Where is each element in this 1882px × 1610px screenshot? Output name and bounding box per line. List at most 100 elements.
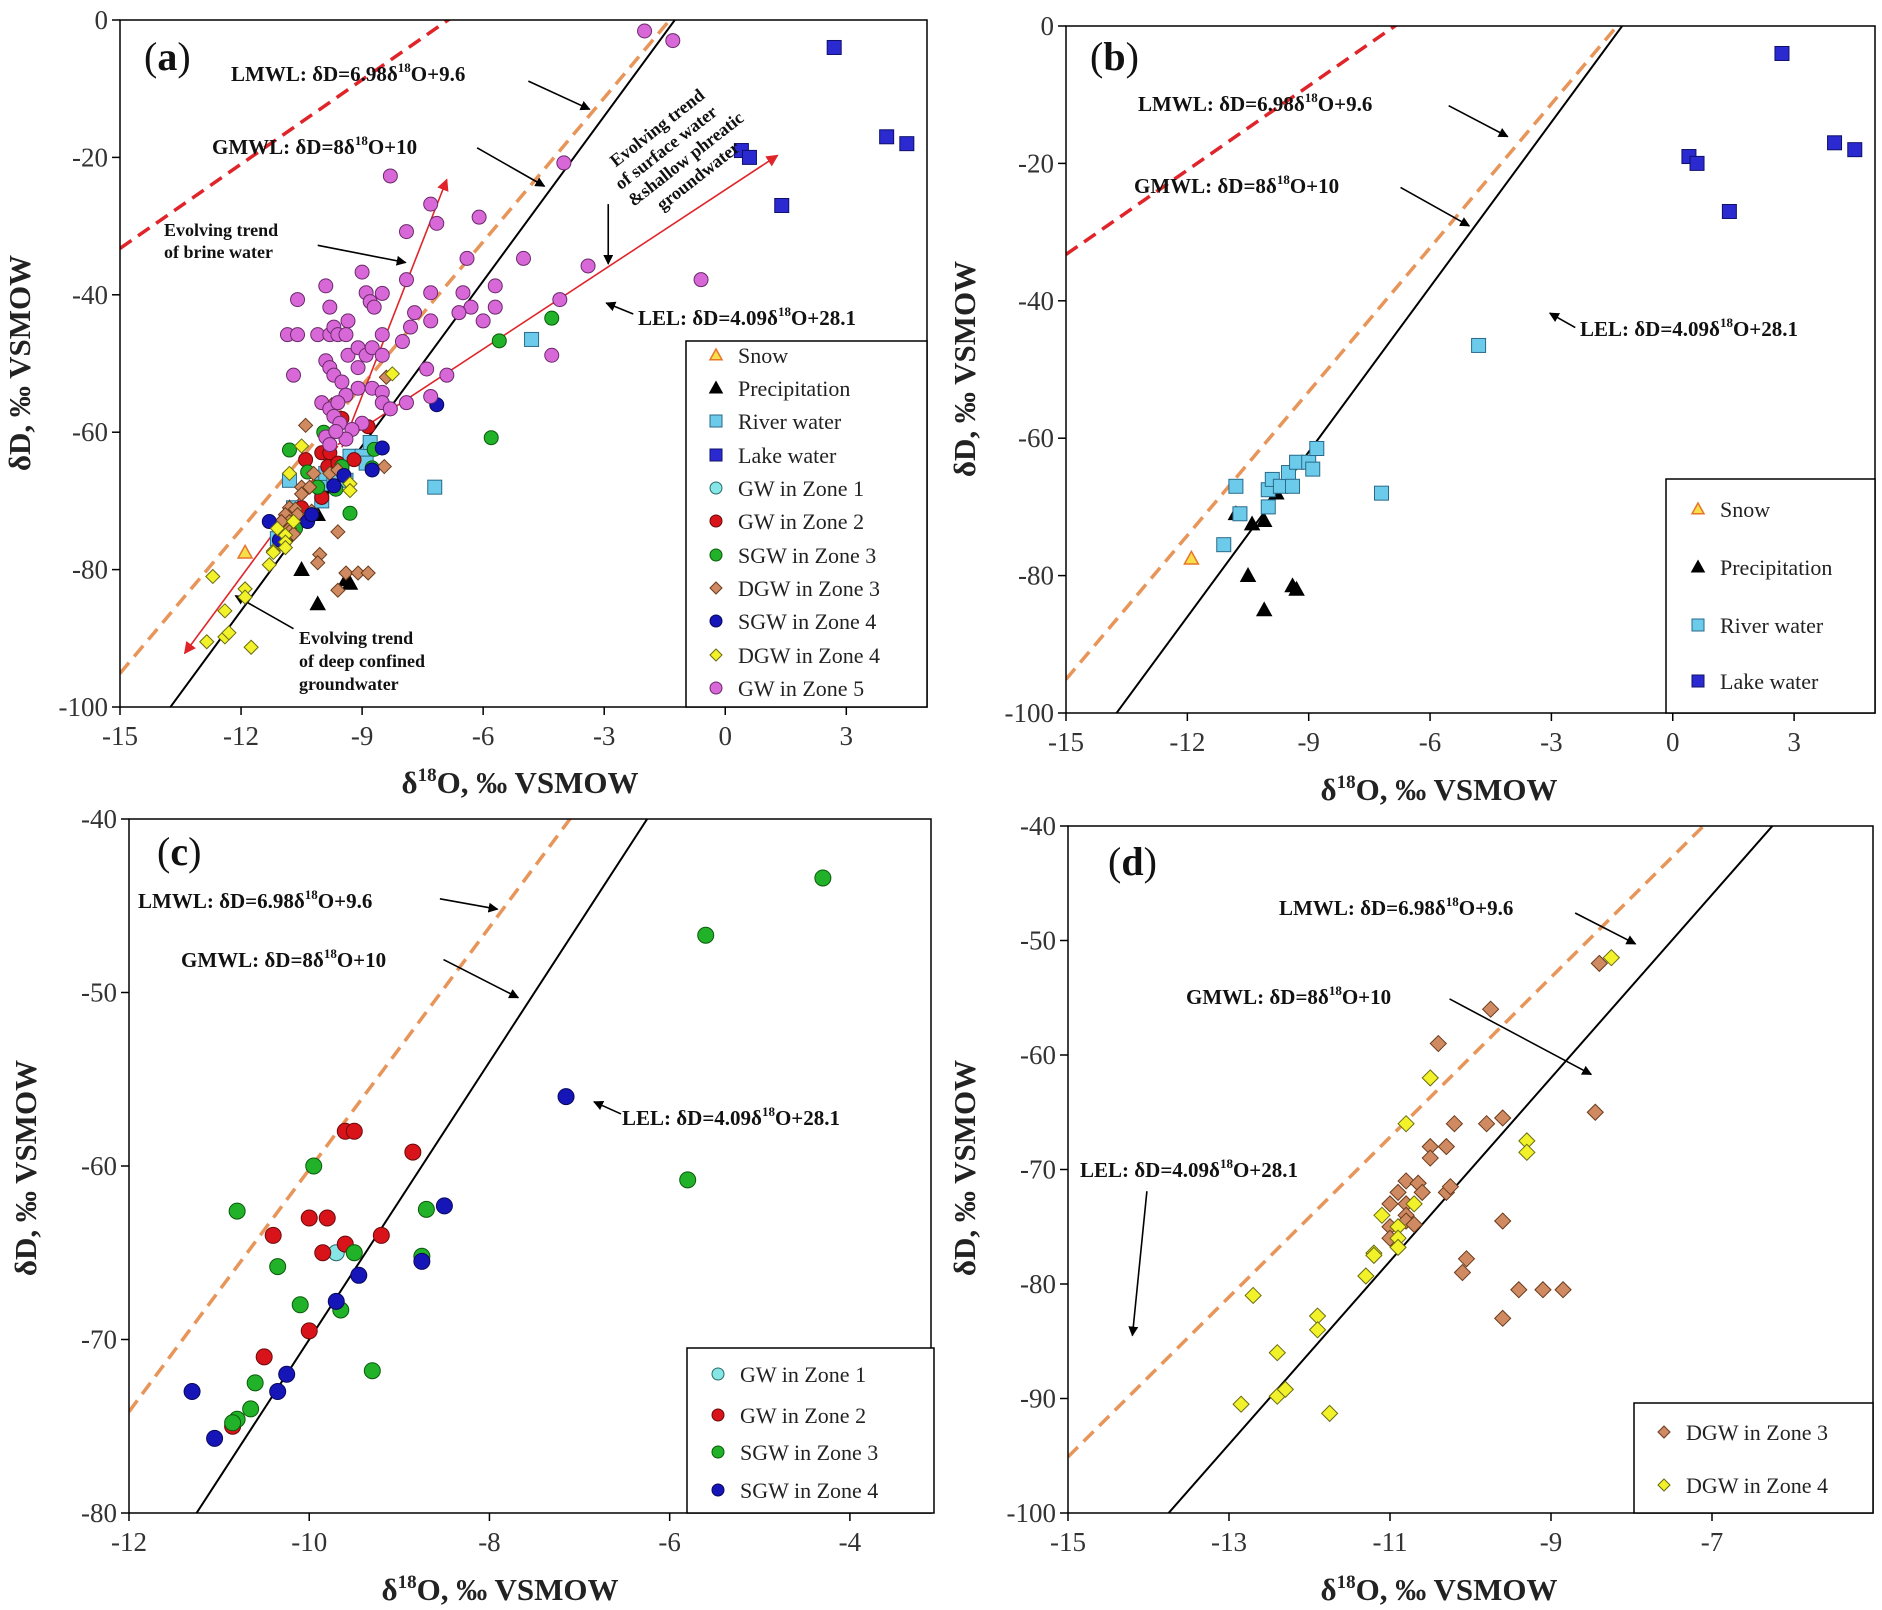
- x-tick-label: -15: [1048, 727, 1084, 757]
- data-point: [342, 505, 358, 521]
- data-point: [1481, 1000, 1500, 1018]
- data-point: [516, 250, 531, 266]
- data-point: [1397, 1172, 1415, 1190]
- data-point: [475, 313, 491, 329]
- data-point: [1590, 954, 1609, 973]
- panel-label: (c): [157, 829, 201, 874]
- legend-marker-gw-in-zone-2: [709, 514, 723, 528]
- data-point: [1437, 1137, 1456, 1156]
- lmwl-line: [1066, 26, 1620, 681]
- lel-label: LEL: δD=4.09δ18O+28.1: [638, 304, 856, 330]
- data-point: [429, 215, 445, 231]
- x-axis-title: δ18O, ‰ VSMOW: [382, 1572, 619, 1607]
- data-point: [384, 366, 401, 382]
- data-point: [291, 1296, 309, 1314]
- x-tick-label: -6: [658, 1527, 681, 1557]
- annotation-arrow: [1574, 912, 1637, 945]
- legend-marker-sgw-in-zone-4: [711, 1483, 725, 1497]
- y-tick-label: 0: [1041, 11, 1055, 41]
- data-point: [544, 310, 560, 326]
- data-point: [1228, 478, 1244, 494]
- data-point: [419, 361, 435, 377]
- y-tick-label: -100: [1005, 698, 1055, 728]
- y-tick-label: -40: [1018, 286, 1054, 316]
- data-point: [1441, 1177, 1460, 1196]
- legend-label: SGW in Zone 4: [738, 609, 876, 634]
- x-tick-label: -3: [1540, 727, 1563, 757]
- data-point: [281, 465, 298, 482]
- gmwl-label: GMWL: δD=8δ18O+10: [1186, 983, 1391, 1009]
- panel-a: -15 -12 -9 -6 -3 0 3 -100 -80 -60 -40 -20 0 Snow Preci…: [2, 5, 928, 800]
- data-point: [552, 292, 568, 308]
- data-point: [372, 1226, 390, 1244]
- legend-marker-snow: [1690, 501, 1706, 515]
- x-tick-label: -15: [102, 721, 138, 751]
- data-point: [327, 1292, 345, 1310]
- gmwl-label: GMWL: δD=8δ18O+10: [1134, 172, 1339, 198]
- data-point: [366, 299, 382, 315]
- data-point: [1389, 1183, 1407, 1202]
- annotation-arrow: [1400, 186, 1471, 227]
- legend-label: DGW in Zone 4: [1686, 1473, 1828, 1498]
- lake-water-series: [733, 39, 915, 213]
- data-point: [403, 319, 419, 335]
- data-point: [491, 333, 507, 349]
- legend-label: DGW in Zone 3: [738, 576, 880, 601]
- y-tick-label: -70: [1020, 1155, 1056, 1185]
- gw-in-zone-5-series: [279, 23, 709, 453]
- data-point: [1421, 1149, 1439, 1167]
- x-tick-label: -13: [1211, 1527, 1247, 1557]
- data-point: [413, 1252, 431, 1270]
- legend-marker-lake-water: [709, 448, 723, 462]
- data-point: [290, 327, 306, 343]
- data-point: [1320, 1404, 1339, 1423]
- y-tick-label: -100: [59, 692, 109, 722]
- data-point: [322, 437, 338, 453]
- data-point: [1374, 485, 1390, 501]
- data-point: [298, 452, 314, 468]
- data-point: [277, 539, 294, 556]
- annotation-arrow: [476, 147, 546, 187]
- data-point: [463, 299, 479, 315]
- data-point: [1405, 1215, 1423, 1234]
- data-point: [557, 1088, 575, 1106]
- data-point: [423, 285, 439, 301]
- legend-label: Precipitation: [738, 376, 850, 401]
- y-tick-label: -60: [1020, 1040, 1056, 1070]
- x-tick-label: -9: [1540, 1527, 1563, 1557]
- data-point: [261, 557, 278, 573]
- data-point: [1365, 1246, 1383, 1265]
- data-point: [293, 438, 310, 454]
- brine-trend-label: Evolving trend of brine water: [164, 220, 278, 262]
- sgw-in-zone-3-series: [224, 869, 832, 1432]
- data-point: [1721, 203, 1737, 219]
- y-tick-label: -80: [1020, 1269, 1056, 1299]
- data-point: [326, 478, 342, 494]
- y-tick-label: -20: [1018, 148, 1054, 178]
- data-point: [814, 869, 832, 887]
- data-point: [340, 347, 356, 363]
- legend-label: River water: [738, 409, 842, 434]
- data-point: [285, 513, 302, 530]
- data-point: [338, 327, 354, 343]
- y-tick-label: -40: [1020, 811, 1056, 841]
- data-point: [269, 1383, 287, 1401]
- x-tick-label: -15: [1050, 1527, 1086, 1557]
- data-point: [693, 272, 709, 288]
- data-point: [360, 565, 376, 581]
- data-point: [1493, 1109, 1512, 1127]
- annotation-arrow: [1449, 998, 1593, 1076]
- data-point: [243, 639, 259, 655]
- panel-d: -15 -13 -11 -9 -7 -100 -90 -80 -70 -60 -50 -40 DGW i…: [947, 811, 1874, 1607]
- data-point: [342, 482, 358, 499]
- data-point: [382, 401, 398, 417]
- data-point: [318, 278, 334, 294]
- panel-c: -12 -10 -8 -6 -4 -80 -70 -60 -50 -40 GW in Zone 1 G…: [8, 804, 935, 1607]
- data-point: [1554, 1281, 1572, 1299]
- data-point: [310, 555, 326, 571]
- data-point: [1413, 1183, 1431, 1202]
- data-point: [217, 603, 233, 619]
- data-point: [286, 367, 302, 383]
- data-point: [1453, 1263, 1472, 1282]
- gmwl-line: [1115, 26, 1624, 713]
